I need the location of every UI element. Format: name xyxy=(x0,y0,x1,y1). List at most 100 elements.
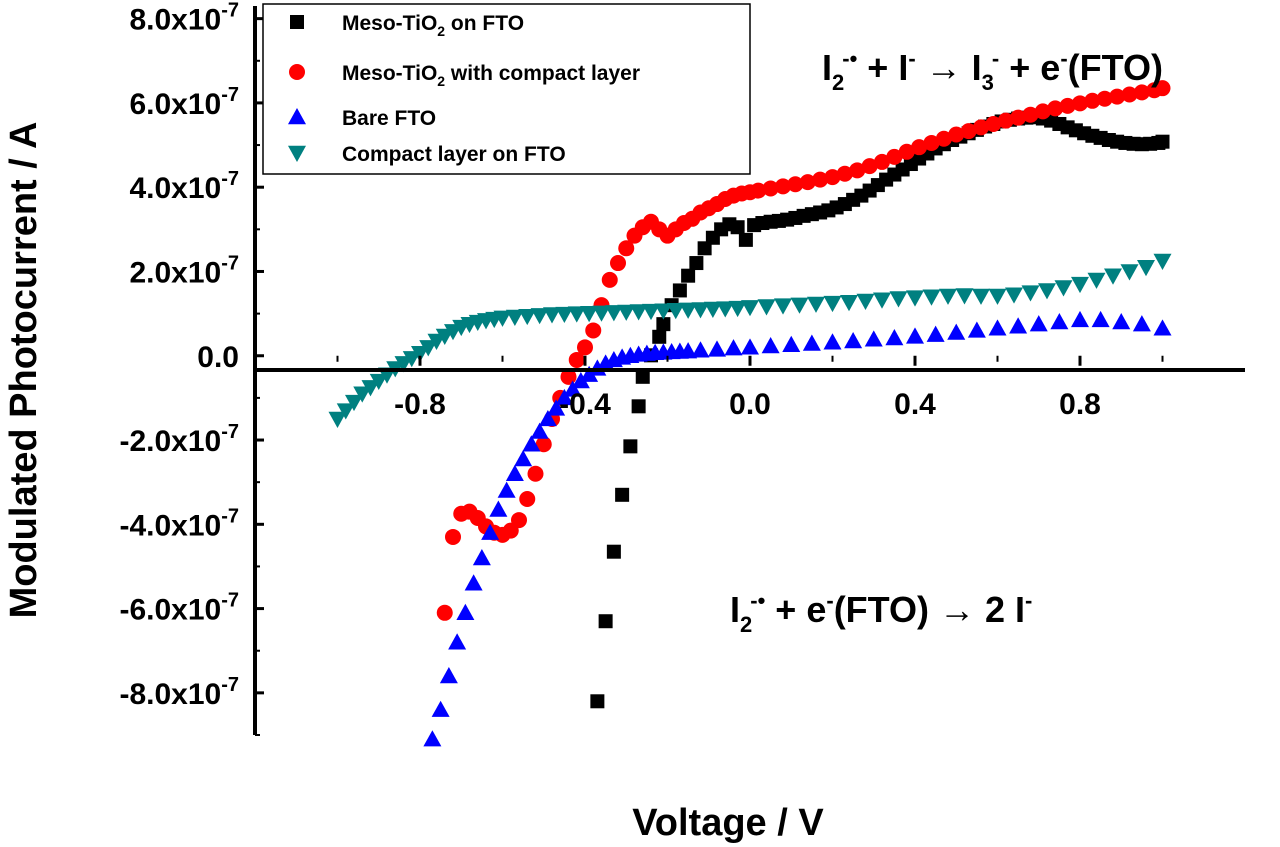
y-tick-label: 4.0x10-7 xyxy=(129,168,239,205)
data-point xyxy=(844,332,863,349)
y-tick-label: 6.0x10-7 xyxy=(129,84,239,121)
data-point xyxy=(604,305,623,322)
data-point xyxy=(787,176,804,193)
data-point xyxy=(1022,106,1039,123)
data-point xyxy=(592,305,611,322)
data-point xyxy=(799,174,816,191)
y-tick-label: 0.0 xyxy=(197,341,239,374)
data-point xyxy=(543,307,561,324)
data-point xyxy=(762,180,779,197)
data-point xyxy=(761,337,780,354)
data-point xyxy=(988,288,1007,305)
data-point xyxy=(716,301,735,318)
data-point xyxy=(456,603,475,620)
data-point xyxy=(535,436,552,453)
data-point xyxy=(1133,84,1150,101)
data-point xyxy=(1054,280,1073,297)
data-point xyxy=(697,241,712,256)
data-point xyxy=(1112,313,1131,330)
data-point xyxy=(361,380,380,397)
data-point xyxy=(439,667,458,684)
data-point xyxy=(864,330,883,347)
series-2 xyxy=(423,310,1172,747)
data-point xyxy=(656,317,671,332)
data-point xyxy=(590,694,605,709)
data-point xyxy=(724,339,743,356)
annotation-reduction-reaction: I2-• + e-(FTO) → 2 I- xyxy=(730,588,1032,637)
y-tick-label: -2.0x10-7 xyxy=(119,421,239,458)
data-point xyxy=(1109,88,1126,105)
data-point xyxy=(1021,285,1040,302)
data-point xyxy=(689,256,704,271)
data-point xyxy=(1121,86,1138,103)
plot-area xyxy=(328,80,1172,747)
data-point xyxy=(886,148,903,165)
data-point xyxy=(1104,268,1122,285)
data-point xyxy=(568,351,585,368)
data-point xyxy=(972,288,990,305)
data-point xyxy=(906,290,924,307)
series-1 xyxy=(436,80,1171,621)
data-point xyxy=(874,153,890,170)
annotation-oxidation-reaction: I2-• + I- → I3- + e-(FTO) xyxy=(822,46,1163,95)
data-point xyxy=(423,730,442,747)
data-point xyxy=(571,372,590,389)
data-point xyxy=(505,464,524,481)
data-point xyxy=(519,491,536,508)
legend: Meso-TiO2 on FTO Meso-TiO2 with compact l… xyxy=(262,3,751,175)
data-point xyxy=(873,292,891,309)
legend-label: Meso-TiO2 with compact layer xyxy=(342,62,640,89)
data-point xyxy=(1050,313,1069,330)
data-point xyxy=(849,162,866,179)
data-point xyxy=(629,304,648,321)
data-point xyxy=(411,346,429,363)
data-point xyxy=(448,633,467,650)
data-point xyxy=(615,487,630,502)
legend-item: Bare FTO xyxy=(288,107,436,130)
data-point xyxy=(527,465,544,482)
data-point xyxy=(666,303,685,320)
data-point xyxy=(923,134,940,151)
data-point xyxy=(514,449,533,467)
data-point xyxy=(1091,310,1110,328)
legend-label: Compact layer on FTO xyxy=(342,143,566,166)
data-point xyxy=(790,297,809,314)
data-point xyxy=(353,386,372,403)
legend-label: Meso-TiO2 on FTO xyxy=(342,12,524,39)
data-point xyxy=(1120,264,1139,281)
data-point xyxy=(960,123,977,140)
data-point xyxy=(948,126,965,143)
x-tick-label: -0.4 xyxy=(559,388,611,421)
data-point xyxy=(955,288,974,305)
data-point xyxy=(679,342,698,359)
data-point xyxy=(672,283,687,298)
y-tick-label: 2.0x10-7 xyxy=(129,252,239,289)
x-tick-label: 0.4 xyxy=(894,388,936,421)
data-point xyxy=(939,288,957,305)
data-point xyxy=(922,289,941,306)
data-point xyxy=(738,232,753,247)
data-point xyxy=(505,309,524,326)
data-point xyxy=(703,301,722,318)
data-point xyxy=(741,300,759,317)
data-point xyxy=(824,169,841,186)
data-point xyxy=(812,171,829,188)
data-point xyxy=(782,335,801,352)
data-point xyxy=(1034,103,1051,120)
data-point xyxy=(610,255,626,272)
data-point xyxy=(530,422,549,439)
data-point xyxy=(511,512,527,529)
data-point xyxy=(823,295,842,313)
data-point xyxy=(973,119,989,136)
data-point xyxy=(691,302,710,319)
data-point xyxy=(555,306,574,324)
data-point xyxy=(926,325,945,342)
data-point xyxy=(618,240,635,257)
data-point xyxy=(567,306,586,323)
data-point xyxy=(1087,272,1106,289)
data-point xyxy=(617,304,636,321)
data-point xyxy=(497,481,516,498)
data-point xyxy=(1071,310,1089,328)
data-point xyxy=(967,321,986,338)
